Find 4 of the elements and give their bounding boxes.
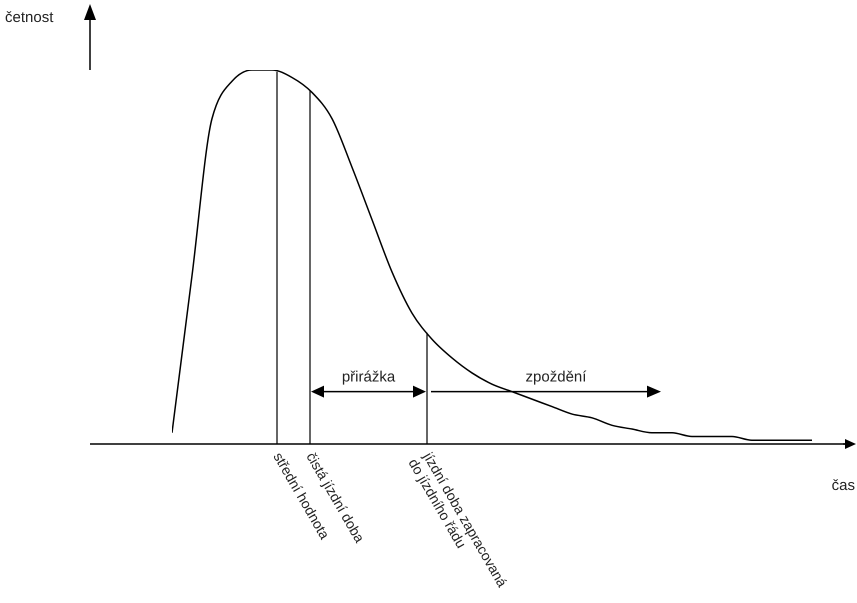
- annotation: zpoždění: [526, 368, 588, 386]
- annotation: přirážka: [342, 368, 396, 386]
- x-axis-title: čas: [832, 477, 855, 494]
- text: četnost: [5, 9, 54, 26]
